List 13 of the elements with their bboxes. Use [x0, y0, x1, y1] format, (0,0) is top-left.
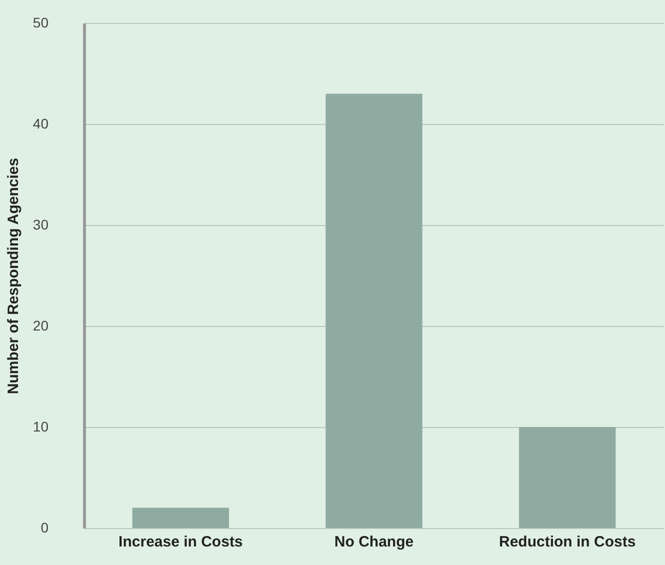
y-tick-label: 30 — [32, 216, 49, 232]
y-tick-label: 10 — [32, 418, 49, 434]
bar — [326, 94, 422, 528]
y-axis-title: Number of Responding Agencies — [4, 158, 22, 394]
y-tick-label: 0 — [40, 520, 49, 536]
x-tick-label: Reduction in Costs — [498, 534, 636, 550]
y-tick-label: 50 — [32, 14, 49, 30]
x-tick-label: Increase in Costs — [118, 534, 243, 550]
y-tick-label: 20 — [32, 318, 49, 334]
bar — [132, 508, 229, 528]
y-tick-label: 40 — [32, 116, 49, 132]
x-tick-label: No Change — [334, 534, 414, 550]
bar — [519, 427, 616, 528]
